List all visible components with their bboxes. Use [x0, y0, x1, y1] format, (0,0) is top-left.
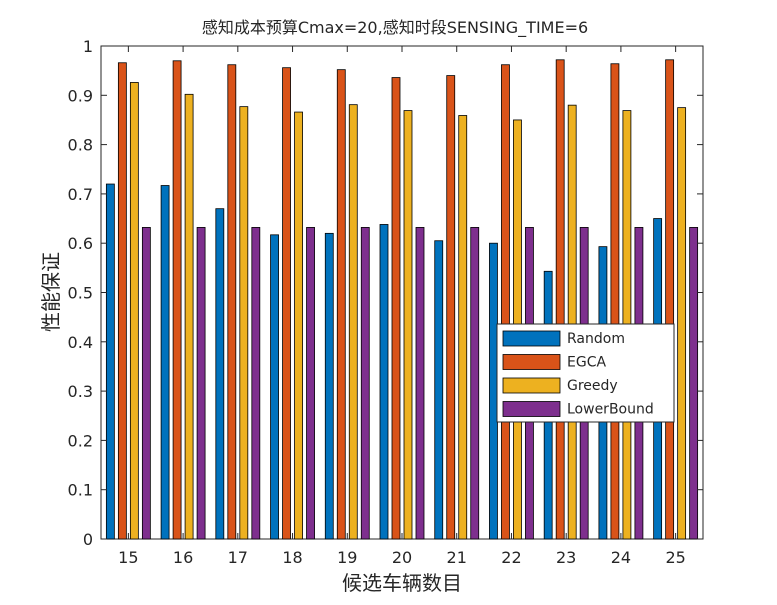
legend-swatch-random [502, 330, 561, 347]
x-axis-label: 候选车辆数目 [342, 571, 462, 595]
bar-lowerbound-25 [689, 227, 699, 540]
bar-egca-24 [610, 63, 620, 540]
x-tick-label: 21 [447, 548, 467, 567]
bar-random-17 [215, 208, 225, 540]
bar-greedy-20 [403, 110, 413, 540]
bar-greedy-18 [294, 111, 303, 540]
legend: Random EGCA Greedy LowerBound [496, 323, 675, 423]
bar-greedy-16 [184, 93, 194, 540]
x-tick-label: 24 [611, 548, 631, 567]
y-tick-label: 0.5 [68, 284, 93, 303]
y-tick-label: 0.4 [68, 333, 93, 352]
bar-lowerbound-20 [415, 227, 425, 540]
bar-egca-17 [227, 64, 237, 540]
x-tick-label: 20 [392, 548, 412, 567]
bar-egca-25 [665, 59, 675, 540]
bar-lowerbound-16 [196, 227, 206, 540]
bar-lowerbound-18 [306, 227, 315, 540]
chart-title: 感知成本预算Cmax=20,感知时段SENSING_TIME=6 [202, 18, 588, 38]
bar-egca-21 [446, 75, 456, 540]
bar-random-22 [489, 242, 498, 540]
bar-greedy-17 [239, 106, 249, 540]
legend-label-lowerbound: LowerBound [567, 402, 654, 418]
x-tick-label: 22 [501, 548, 521, 567]
legend-label-egca: EGCA [567, 355, 606, 371]
bar-egca-16 [172, 60, 182, 540]
legend-swatch-greedy [502, 377, 561, 394]
bar-egca-20 [391, 77, 401, 540]
bar-egca-19 [336, 69, 346, 540]
y-tick-label: 0 [83, 530, 93, 549]
bar-random-20 [379, 224, 389, 540]
bar-greedy-19 [348, 104, 358, 540]
bar-egca-23 [555, 59, 565, 540]
y-tick-label: 0.1 [68, 481, 93, 500]
x-tick-label: 17 [228, 548, 248, 567]
bar-greedy-23 [567, 104, 577, 540]
y-tick-label: 0.9 [68, 86, 93, 105]
bar-greedy-15 [129, 82, 139, 540]
bar-lowerbound-21 [470, 227, 480, 540]
y-tick-label: 0.6 [68, 234, 93, 253]
x-tick-label: 18 [282, 548, 302, 567]
bar-random-19 [324, 232, 334, 540]
bar-random-15 [105, 183, 115, 540]
y-tick-label: 0.3 [68, 382, 93, 401]
bar-greedy-25 [677, 107, 687, 540]
plot-area: 15 16 17 18 19 20 21 22 23 24 25 0 0.1 0.2 0.3 0.4 0.5 0.… [68, 37, 704, 567]
bar-random-21 [434, 240, 444, 540]
bar-egca-22 [501, 64, 510, 540]
y-axis-label: 性能保证 [39, 252, 63, 332]
bar-lowerbound-15 [141, 227, 151, 540]
x-tick-label: 23 [556, 548, 576, 567]
y-tick-label: 1 [83, 37, 93, 56]
bar-random-16 [160, 185, 170, 540]
bar-greedy-21 [458, 115, 468, 540]
x-tick-label: 16 [173, 548, 193, 567]
x-tick-label: 15 [118, 548, 138, 567]
y-tick-label: 0.2 [68, 431, 93, 450]
bar-random-18 [270, 234, 279, 540]
bar-egca-15 [117, 62, 127, 540]
legend-label-greedy: Greedy [567, 378, 618, 394]
legend-swatch-lowerbound [502, 401, 561, 417]
bar-egca-18 [282, 67, 291, 540]
x-tick-label: 25 [665, 548, 685, 567]
y-tick-label: 0.8 [68, 136, 93, 155]
legend-swatch-egca [502, 354, 561, 370]
legend-label-random: Random [567, 331, 625, 347]
bar-lowerbound-17 [251, 227, 261, 540]
y-tick-label: 0.7 [68, 185, 93, 204]
bar-lowerbound-19 [360, 227, 370, 540]
x-tick-label: 19 [337, 548, 357, 567]
